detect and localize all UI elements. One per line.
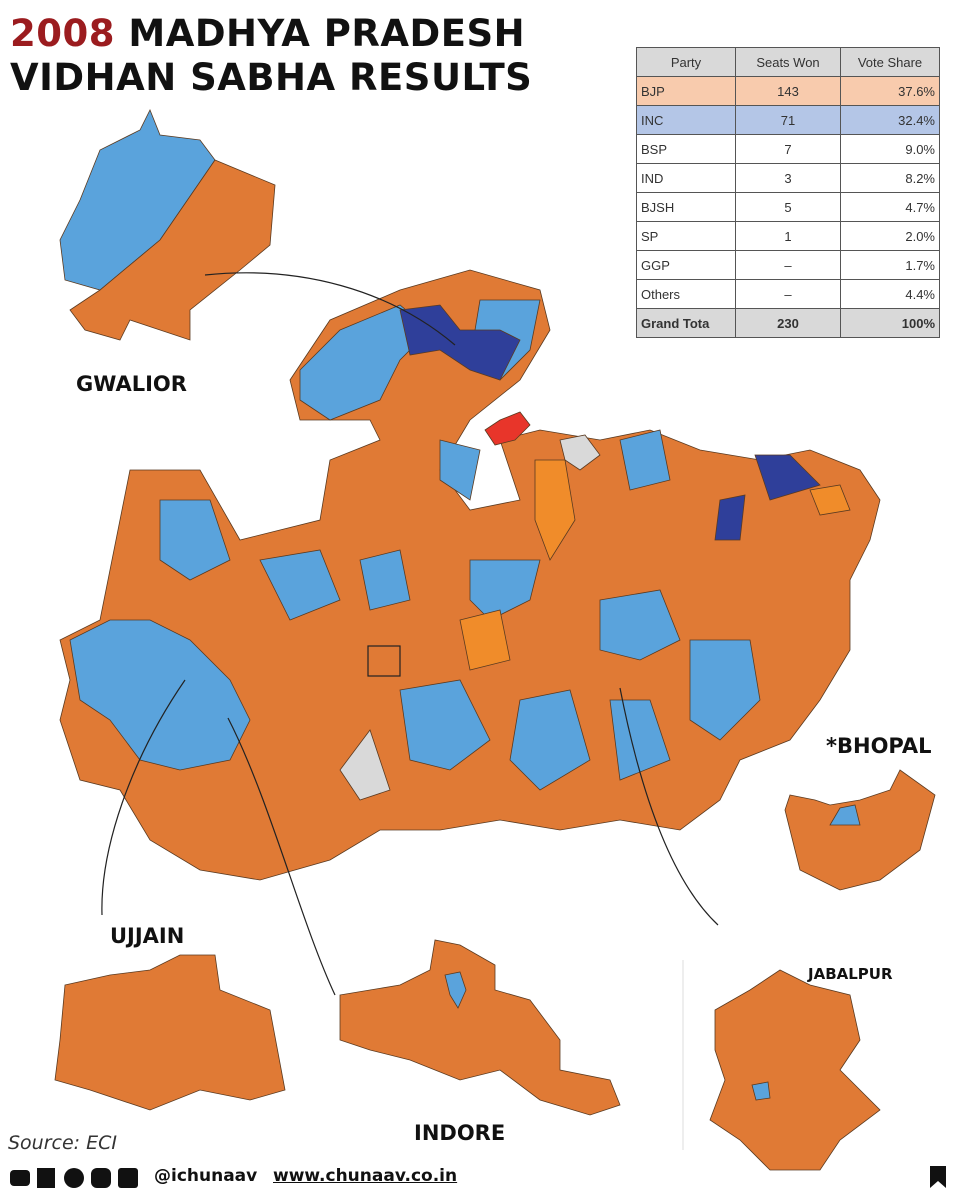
- table-cell: 5: [735, 192, 841, 222]
- table-row: Others – 4.4%: [636, 279, 940, 309]
- ujjain-inset: [54, 954, 286, 1111]
- indore-inset: [339, 939, 621, 1116]
- jabalpur-inset: [709, 969, 881, 1171]
- gwalior-inset: [59, 109, 276, 341]
- table-cell: BJSH: [636, 192, 736, 222]
- table-row: IND 3 8.2%: [636, 163, 940, 193]
- cell-text: 143: [777, 83, 799, 99]
- table-row: GGP – 1.7%: [636, 250, 940, 280]
- cell-text: 9.0%: [905, 141, 935, 157]
- table-row: INC 71 32.4%: [636, 105, 940, 135]
- table-cell: 8.2%: [840, 163, 940, 193]
- city-label: INDORE: [414, 1121, 506, 1145]
- table-row: BJP 143 37.6%: [636, 76, 940, 106]
- cell-text: BJSH: [641, 199, 675, 215]
- table-cell: 4.7%: [840, 192, 940, 222]
- column-header: Seats Won: [735, 47, 841, 77]
- table-cell: –: [735, 279, 841, 309]
- table-cell: –: [735, 250, 841, 280]
- handle[interactable]: @ichunaav: [154, 1166, 258, 1186]
- cell-text: 5: [784, 199, 792, 215]
- table-row: Grand Tota 230 100%: [636, 308, 940, 338]
- table-cell: GGP: [636, 250, 736, 280]
- cell-text: 4.4%: [905, 286, 935, 302]
- cell-text: 2.0%: [905, 228, 935, 244]
- table-cell: 9.0%: [840, 134, 940, 164]
- cell-text: 3: [784, 170, 792, 186]
- cell-text: 4.7%: [905, 199, 935, 215]
- cell-text: 230: [777, 315, 799, 331]
- table-cell: Grand Tota: [636, 308, 736, 338]
- city-label: GWALIOR: [76, 372, 187, 396]
- state-map: [59, 269, 881, 881]
- title: 2008 MADHYA PRADESH VIDHAN SABHA RESULTS: [10, 12, 532, 100]
- column-header: Vote Share: [840, 47, 940, 77]
- city-label: UJJAIN: [110, 924, 185, 948]
- table-cell: 7: [735, 134, 841, 164]
- table-cell: IND: [636, 163, 736, 193]
- cell-text: GGP: [641, 257, 670, 273]
- table-cell: 100%: [840, 308, 940, 338]
- cell-text: 8.2%: [905, 170, 935, 186]
- cell-text: SP: [641, 228, 659, 244]
- cell-text: IND: [641, 170, 664, 186]
- table-cell: 1: [735, 221, 841, 251]
- table-header: Party Seats Won Vote Share: [636, 47, 940, 77]
- results-table: Party Seats Won Vote Share BJP 143 37.6% INC 7…: [636, 47, 940, 338]
- table-cell: 37.6%: [840, 76, 940, 106]
- cell-text: 1.7%: [905, 257, 935, 273]
- table-cell: 2.0%: [840, 221, 940, 251]
- table-row: BSP 7 9.0%: [636, 134, 940, 164]
- cell-text: –: [784, 286, 792, 302]
- table-cell: BJP: [636, 76, 736, 106]
- cell-text: Others: [641, 286, 681, 302]
- column-header: Party: [636, 47, 736, 77]
- table-cell: Others: [636, 279, 736, 309]
- cell-text: 32.4%: [898, 112, 935, 128]
- website[interactable]: www.chunaav.co.in: [273, 1166, 458, 1186]
- city-label: JABALPUR: [808, 965, 893, 983]
- cell-text: INC: [641, 112, 664, 128]
- cell-text: BSP: [641, 141, 668, 157]
- table-row: BJSH 5 4.7%: [636, 192, 940, 222]
- source: Source: ECI: [8, 1132, 117, 1154]
- table-cell: INC: [636, 105, 736, 135]
- social-icons: [10, 1168, 138, 1188]
- title-line2: VIDHAN SABHA RESULTS: [10, 56, 533, 99]
- cell-text: 1: [784, 228, 792, 244]
- table-row: SP 1 2.0%: [636, 221, 940, 251]
- table-cell: 4.4%: [840, 279, 940, 309]
- cell-text: –: [784, 257, 792, 273]
- title-year: 2008: [10, 12, 115, 55]
- cell-text: 100%: [901, 315, 935, 331]
- table-cell: 230: [735, 308, 841, 338]
- table-cell: 3: [735, 163, 841, 193]
- bhopal-inset: [784, 769, 936, 891]
- connectors: [101, 272, 719, 996]
- table-cell: 71: [735, 105, 841, 135]
- table-cell: 1.7%: [840, 250, 940, 280]
- cell-text: BJP: [641, 83, 665, 99]
- table-cell: SP: [636, 221, 736, 251]
- cell-text: 7: [784, 141, 792, 157]
- title-line1: MADHYA PRADESH: [128, 12, 526, 55]
- cell-text: 71: [780, 112, 796, 128]
- bookmark-icon: [930, 1166, 946, 1188]
- table-cell: 32.4%: [840, 105, 940, 135]
- table-cell: BSP: [636, 134, 736, 164]
- table-cell: 143: [735, 76, 841, 106]
- city-label: *BHOPAL: [826, 734, 932, 758]
- cell-text: Grand Tota: [641, 315, 710, 331]
- cell-text: 37.6%: [898, 83, 935, 99]
